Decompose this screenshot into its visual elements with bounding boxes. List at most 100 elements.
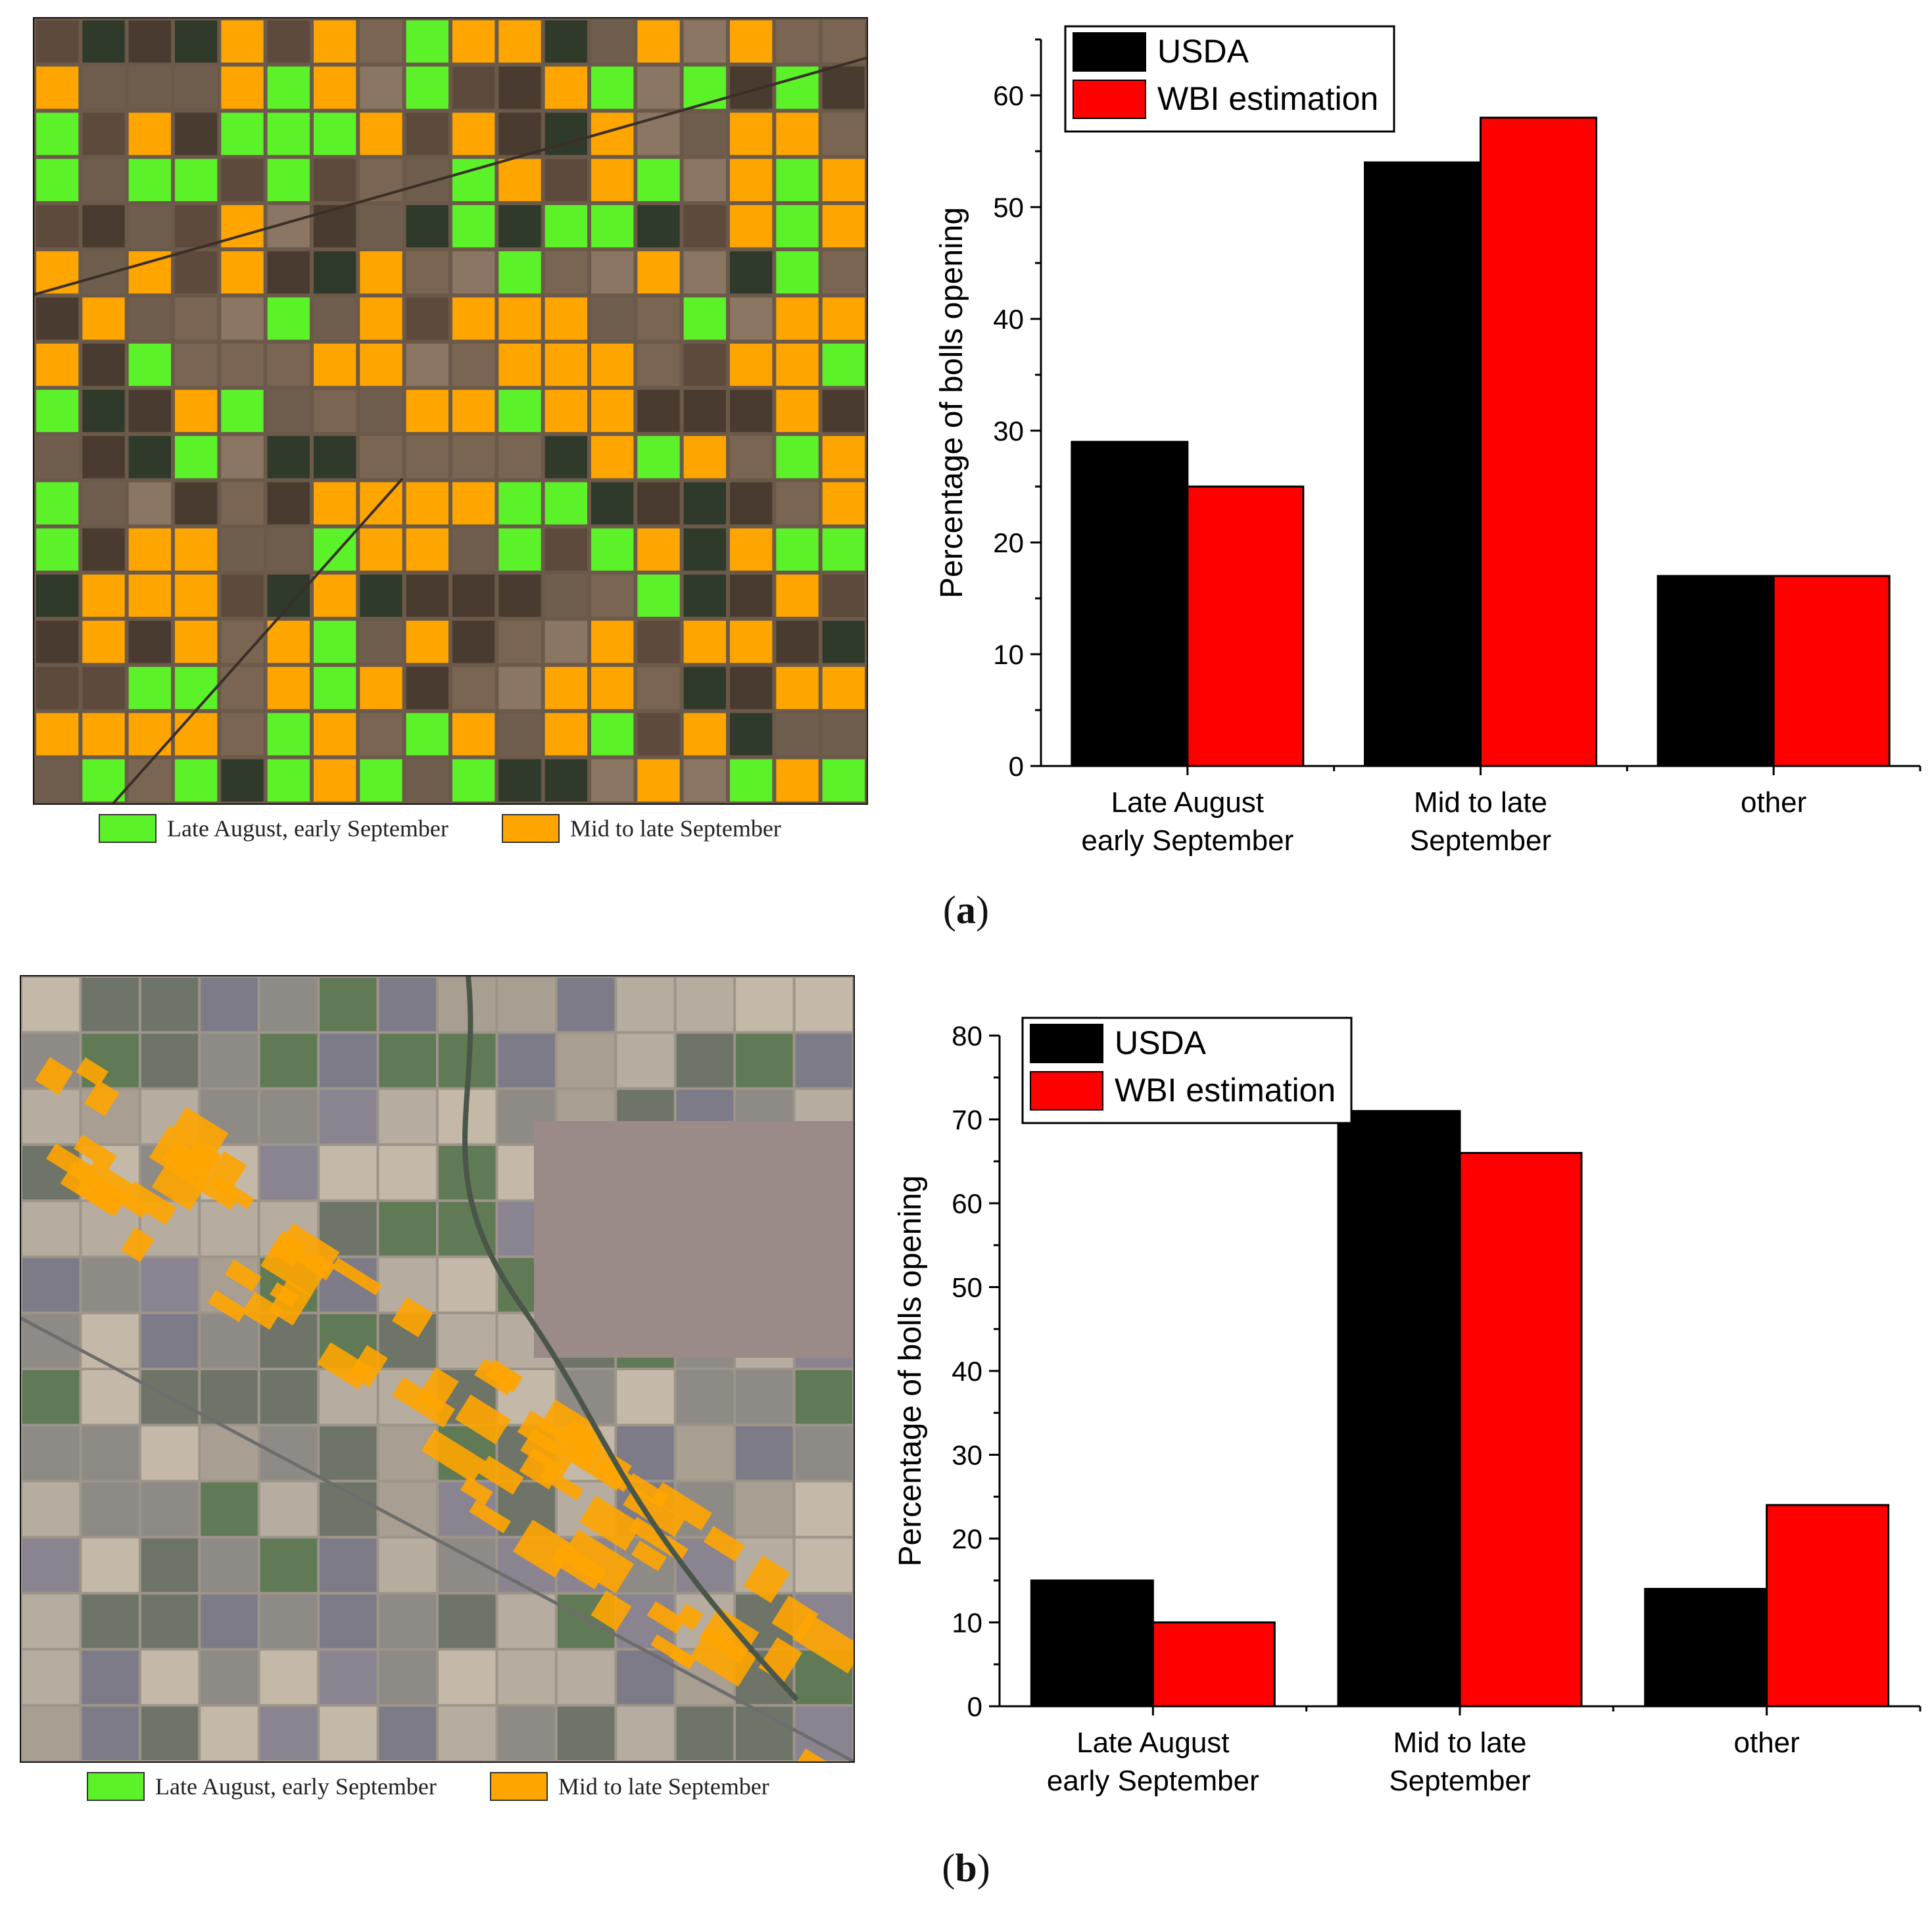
field-parcel xyxy=(267,389,310,433)
field-parcel xyxy=(683,621,726,663)
field-parcel xyxy=(730,20,773,63)
field-parcel xyxy=(360,343,402,386)
field-parcel xyxy=(591,482,634,525)
field-parcel xyxy=(221,759,264,802)
field-parcel xyxy=(82,667,125,709)
field-parcel xyxy=(267,112,310,155)
field-parcel xyxy=(683,251,726,294)
field-parcel xyxy=(452,20,495,63)
field-parcel xyxy=(406,574,448,617)
wbi-bar xyxy=(1186,485,1305,767)
y-axis-label: Percentage of bolls opening xyxy=(934,207,969,598)
field-parcel xyxy=(260,978,318,1032)
field-parcel xyxy=(498,112,541,155)
field-parcel xyxy=(544,621,587,663)
field-parcel xyxy=(637,667,680,709)
field-parcel xyxy=(822,574,865,617)
field-parcel xyxy=(314,20,356,63)
legend-swatch-usda xyxy=(1073,32,1146,72)
usda-bar xyxy=(1364,161,1482,767)
late-field-patch xyxy=(270,1282,299,1308)
field-parcel xyxy=(267,436,310,479)
late-field-patch xyxy=(421,1429,487,1483)
field-parcel xyxy=(314,204,356,248)
field-parcel xyxy=(128,482,171,525)
satellite-map-a xyxy=(33,17,868,805)
field-parcel xyxy=(776,574,819,617)
field-parcel xyxy=(498,482,541,525)
field-parcel xyxy=(267,759,310,802)
field-parcel xyxy=(360,66,402,109)
field-parcel xyxy=(544,204,587,248)
field-parcel xyxy=(221,297,264,340)
field-parcel xyxy=(82,1370,139,1424)
field-parcel xyxy=(544,251,587,294)
usda-bar xyxy=(1644,1588,1768,1708)
late-field-patch xyxy=(260,1236,329,1297)
field-parcel xyxy=(795,1034,852,1088)
late-field-patch xyxy=(478,1455,524,1495)
field-parcel xyxy=(267,158,310,201)
field-parcel xyxy=(544,297,587,340)
field-parcel xyxy=(22,1538,80,1593)
field-parcel xyxy=(141,1482,199,1536)
field-parcel xyxy=(822,667,865,709)
field-parcel xyxy=(221,574,264,617)
field-parcel xyxy=(201,1594,258,1648)
late-field-patch xyxy=(76,1057,109,1087)
map-legend-a: Late August, early September Mid to late… xyxy=(99,814,829,850)
map-legend-label-early: Late August, early September xyxy=(167,815,448,842)
late-field-patch xyxy=(35,1057,74,1095)
field-parcel xyxy=(498,713,541,755)
field-parcel xyxy=(82,112,125,155)
field-parcel xyxy=(637,621,680,663)
field-parcel xyxy=(498,978,555,1032)
field-parcel xyxy=(591,667,634,709)
legend-label-usda: USDA xyxy=(1115,1024,1207,1061)
field-parcel xyxy=(221,436,264,479)
late-field-patch xyxy=(703,1525,745,1562)
field-parcel xyxy=(260,1145,318,1200)
field-parcel xyxy=(822,621,865,663)
usda-bar xyxy=(1030,1579,1154,1708)
field-parcel xyxy=(36,389,79,433)
map-legend-b: Late August, early September Mid to late… xyxy=(87,1772,817,1808)
y-tick-label: 70 xyxy=(952,1105,982,1136)
field-parcel xyxy=(683,528,726,571)
field-parcel xyxy=(175,389,218,433)
x-tick-label: early September xyxy=(1081,825,1293,857)
field-parcel xyxy=(314,389,356,433)
field-parcel xyxy=(82,1538,139,1593)
field-parcel xyxy=(267,528,310,571)
field-parcel xyxy=(320,1650,377,1704)
field-parcel xyxy=(379,1538,436,1593)
panel-label-a: (a) xyxy=(0,888,1932,933)
field-parcel xyxy=(683,297,726,340)
field-parcel xyxy=(676,1426,734,1480)
field-parcel xyxy=(822,343,865,386)
field-parcel xyxy=(617,1370,674,1424)
field-parcel xyxy=(822,112,865,155)
field-parcel xyxy=(360,251,402,294)
y-tick-label: 0 xyxy=(967,1691,982,1722)
field-parcel xyxy=(406,158,448,201)
late-field-patch xyxy=(75,1160,135,1216)
field-parcel xyxy=(776,20,819,63)
field-parcel xyxy=(544,667,587,709)
field-parcel xyxy=(822,389,865,433)
field-parcel xyxy=(141,1258,199,1312)
field-parcel xyxy=(36,574,79,617)
panel-label-close: ) xyxy=(976,888,989,932)
field-parcel xyxy=(776,713,819,755)
field-parcel xyxy=(22,1202,80,1256)
field-parcel xyxy=(795,1370,852,1424)
usda-bar xyxy=(1656,575,1775,767)
field-parcel xyxy=(128,667,171,709)
field-parcel xyxy=(175,713,218,755)
field-parcel xyxy=(128,574,171,617)
field-parcel xyxy=(314,297,356,340)
panel-letter-b: b xyxy=(955,1846,977,1890)
field-parcel xyxy=(360,204,402,248)
field-parcel xyxy=(36,482,79,525)
field-parcel xyxy=(201,1034,258,1088)
